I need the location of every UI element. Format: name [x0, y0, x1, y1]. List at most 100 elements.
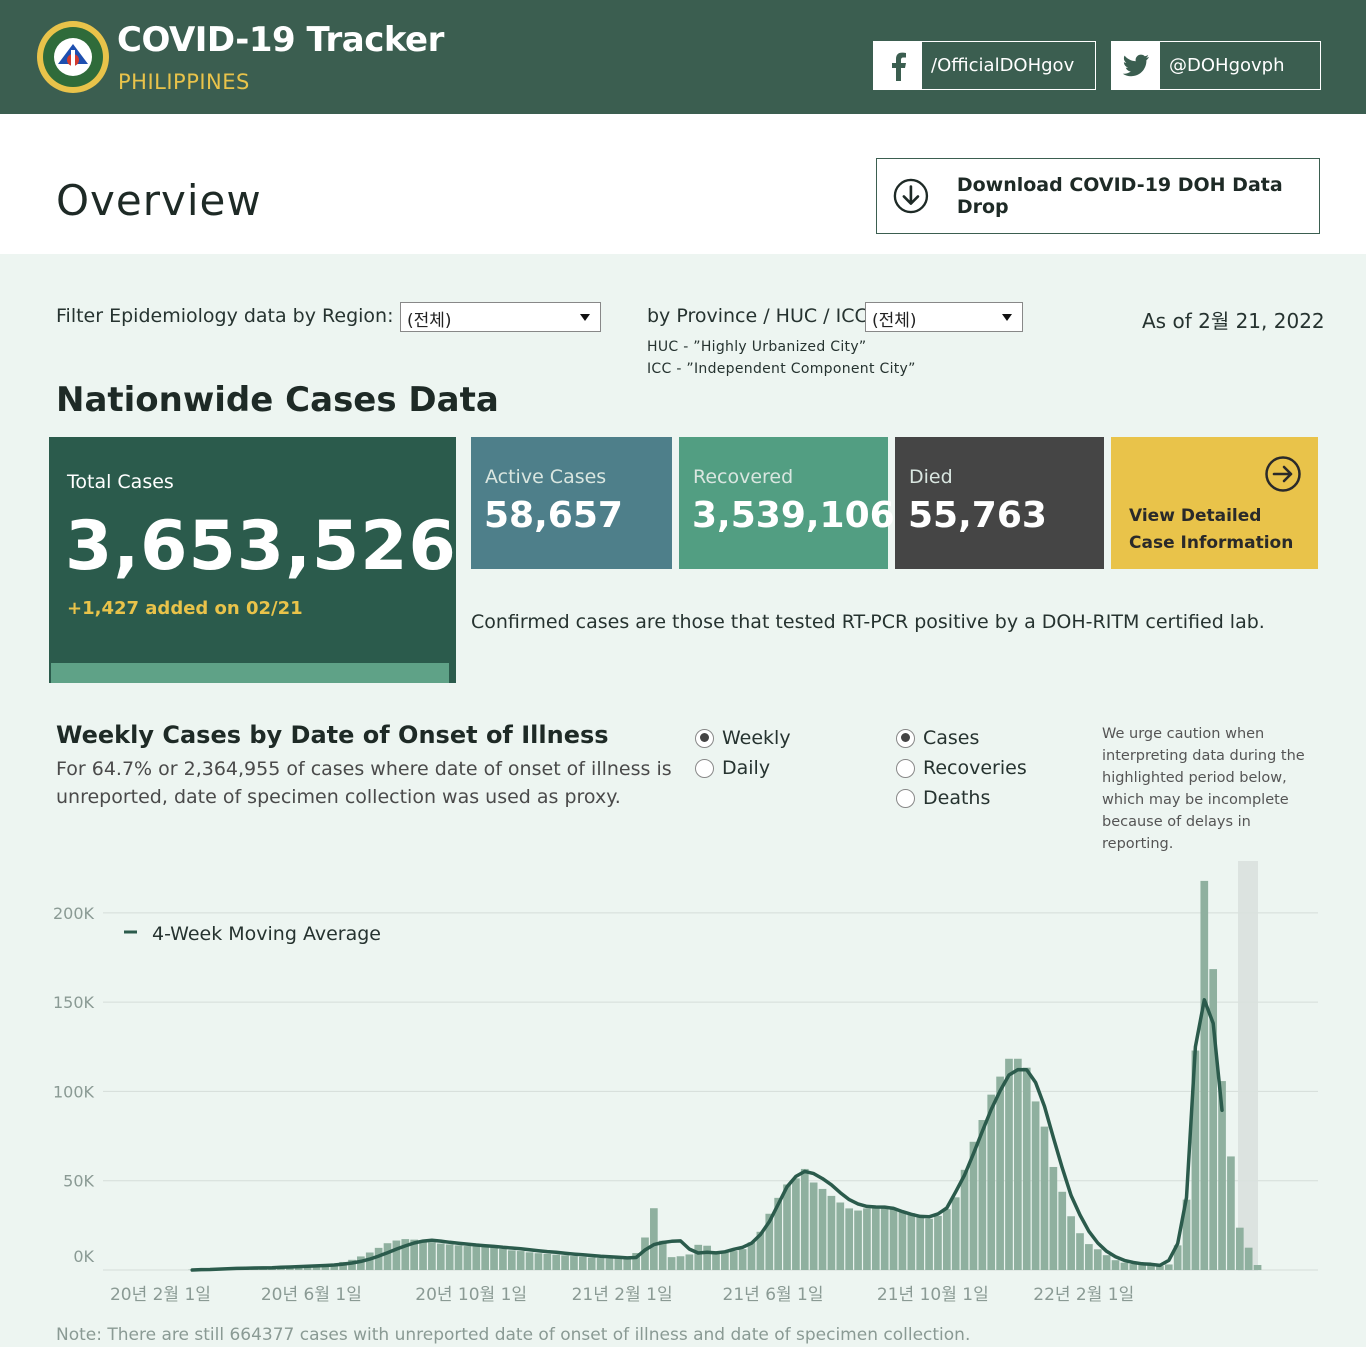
total-cases-added: +1,427 added on 02/21 — [67, 598, 303, 619]
as-of-date: As of 2월 21, 2022 — [1142, 309, 1325, 333]
weekly-cases-bar — [996, 1076, 1004, 1270]
province-select-value: (전체) — [872, 311, 917, 331]
weekly-cases-bar — [1093, 1249, 1102, 1270]
weekly-cases-bar — [374, 1247, 383, 1270]
radio-cases[interactable]: Cases — [896, 727, 979, 749]
weekly-cases-bar — [854, 1210, 862, 1270]
weekly-cases-bar — [1156, 1266, 1164, 1270]
weekly-cases-bar — [756, 1231, 765, 1270]
died-value: 55,763 — [908, 495, 1047, 536]
weekly-chart-title: Weekly Cases by Date of Onset of Illness — [56, 721, 609, 749]
facebook-link[interactable]: /OfficialDOHgov — [873, 41, 1096, 90]
radio-daily-label: Daily — [722, 757, 771, 779]
died-label: Died — [909, 466, 953, 488]
weekly-cases-bar — [1164, 1264, 1173, 1270]
weekly-cases-bar — [934, 1215, 942, 1270]
weekly-cases-bar — [925, 1218, 933, 1270]
province-filter-label: by Province / HUC / ICC: — [647, 305, 875, 327]
icc-note: ICC - ”Independent Component City” — [647, 361, 916, 377]
radio-cases-label: Cases — [923, 727, 980, 749]
weekly-cases-bar — [1138, 1264, 1146, 1270]
view-detailed-case-button[interactable]: View Detailed Case Information — [1111, 437, 1318, 569]
weekly-cases-bar — [614, 1258, 623, 1270]
weekly-cases-bar — [694, 1244, 703, 1270]
province-select[interactable]: (전체) — [865, 302, 1023, 332]
download-data-drop-button[interactable]: Download COVID-19 DOH Data Drop — [876, 158, 1320, 234]
radio-daily[interactable]: Daily — [695, 757, 770, 779]
radio-weekly[interactable]: Weekly — [695, 727, 791, 749]
weekly-cases-bar — [827, 1195, 836, 1270]
weekly-cases-bar — [357, 1256, 365, 1270]
weekly-cases-bar — [490, 1247, 498, 1270]
region-select[interactable]: (전체) — [400, 302, 601, 332]
weekly-cases-bar — [1200, 880, 1209, 1270]
weekly-cases-bar — [472, 1246, 481, 1270]
weekly-cases-bar — [1120, 1262, 1129, 1270]
weekly-cases-bar — [1022, 1067, 1031, 1270]
weekly-cases-bar — [845, 1208, 854, 1270]
weekly-cases-bar — [1209, 969, 1218, 1270]
weekly-cases-bar — [454, 1245, 463, 1270]
doh-seal-logo — [37, 21, 109, 93]
download-circle-icon — [893, 178, 929, 214]
legend-label: 4-Week Moving Average — [152, 923, 381, 945]
radio-unselected-icon — [695, 758, 714, 778]
chevron-down-icon — [1002, 314, 1012, 321]
radio-unselected-icon — [896, 788, 915, 808]
weekly-chart-subtitle: For 64.7% or 2,364,955 of cases where da… — [56, 758, 672, 808]
weekly-cases-bar — [658, 1240, 667, 1270]
radio-selected-icon — [695, 728, 714, 748]
twitter-link[interactable]: @DOHgovph — [1111, 41, 1321, 90]
weekly-cases-bar — [552, 1254, 561, 1270]
weekly-cases-bar — [1111, 1260, 1120, 1270]
confirmed-cases-note: Confirmed cases are those that tested RT… — [471, 611, 1265, 633]
weekly-cases-bar — [774, 1197, 782, 1270]
weekly-cases-bar — [445, 1244, 454, 1270]
x-tick-label: 20년 10월 1일 — [415, 1285, 527, 1305]
total-cases-value: 3,653,526 — [65, 507, 457, 586]
x-axis-ticks: 20년 2월 1일 20년 6월 1일 20년 10월 1일 21년 2월 1일 21년… — [110, 1285, 1134, 1305]
weekly-cases-bar — [1227, 1156, 1235, 1270]
weekly-cases-bar — [1253, 1265, 1262, 1270]
weekly-cases-bar — [818, 1188, 827, 1270]
chart-bars — [188, 880, 1262, 1270]
weekly-cases-bar — [721, 1252, 729, 1270]
weekly-cases-bar — [1173, 1245, 1182, 1270]
weekly-cases-bar — [339, 1261, 347, 1270]
weekly-cases-bar — [596, 1258, 605, 1270]
twitter-icon — [1112, 42, 1160, 89]
weekly-cases-bar — [516, 1251, 525, 1270]
weekly-cases-bar — [960, 1169, 969, 1270]
active-cases-card: Active Cases 58,657 — [471, 437, 672, 569]
x-tick-label: 21년 6월 1일 — [723, 1285, 824, 1305]
app-subtitle: PHILIPPINES — [118, 70, 250, 94]
died-card: Died 55,763 — [895, 437, 1104, 569]
weekly-cases-bar — [348, 1259, 356, 1270]
x-tick-label: 22년 2월 1일 — [1033, 1285, 1134, 1305]
radio-deaths[interactable]: Deaths — [896, 787, 990, 809]
weekly-cases-bar — [1014, 1058, 1022, 1270]
weekly-cases-bar — [632, 1253, 640, 1270]
weekly-cases-bar — [942, 1209, 951, 1270]
chart-gridlines — [103, 912, 1318, 1271]
weekly-cases-bar — [1235, 1227, 1244, 1270]
weekly-cases-bar — [667, 1257, 676, 1270]
chevron-down-icon — [580, 314, 590, 321]
recovered-value: 3,539,106 — [692, 495, 895, 536]
weekly-cases-bar — [676, 1256, 685, 1270]
weekly-cases-bar — [499, 1248, 507, 1270]
weekly-cases-bar — [401, 1239, 410, 1270]
nationwide-title: Nationwide Cases Data — [56, 380, 499, 420]
view-detailed-case-label: View Detailed Case Information — [1129, 506, 1294, 553]
weekly-cases-bar — [1085, 1244, 1093, 1270]
weekly-cases-bar — [871, 1208, 880, 1270]
weekly-cases-bar — [898, 1211, 907, 1270]
radio-recoveries[interactable]: Recoveries — [896, 757, 1027, 779]
weekly-cases-bar — [570, 1256, 578, 1270]
weekly-cases-bar — [1102, 1255, 1111, 1270]
weekly-cases-bar — [747, 1242, 756, 1270]
weekly-cases-bar — [605, 1258, 614, 1270]
twitter-handle: @DOHgovph — [1169, 55, 1285, 76]
weekly-cases-bar — [969, 1141, 978, 1270]
weekly-cases-bar — [951, 1197, 960, 1270]
